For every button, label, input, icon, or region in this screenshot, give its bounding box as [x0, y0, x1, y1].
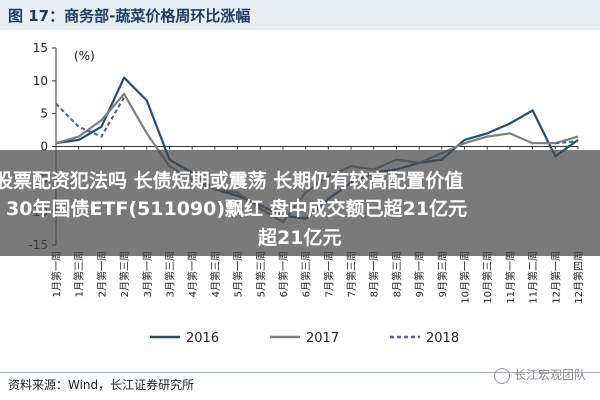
x-tick-label: 4月第三周 — [209, 251, 222, 297]
x-tick-label: 11月第二周 — [527, 251, 540, 304]
title-bar: 图 17：商务部-蔬菜价格周环比涨幅 — [0, 0, 600, 30]
x-tick-label: 9月第三周 — [436, 251, 449, 297]
x-tick-label: 1月第一周 — [50, 251, 63, 297]
overlay-headline-1: 股票配资犯法吗 长债短期或震荡 长期仍有较高配置价值 — [0, 170, 464, 192]
x-tick-label: 4月第一周 — [186, 251, 199, 297]
x-tick-label: 6月第一周 — [277, 251, 290, 297]
y-tick-label: 10 — [33, 74, 48, 88]
wechat-icon — [493, 367, 510, 384]
x-tick-label: 2月第一周 — [95, 251, 108, 297]
news-overlay: 股票配资犯法吗 长债短期或震荡 长期仍有较高配置价值 30年国债ETF(5110… — [0, 150, 600, 256]
x-tick-label: 3月第三周 — [163, 251, 176, 297]
series-line-2018 — [55, 96, 126, 138]
overlay-headline-3: 超21亿元 — [258, 227, 342, 249]
x-tick-label: 6月第三周 — [300, 251, 313, 297]
watermark-text: 长江宏观团队 — [513, 368, 586, 382]
watermark: 长江宏观团队 — [493, 366, 586, 384]
x-tick-label: 11月第一周 — [504, 251, 517, 304]
x-tick-label: 8月第一周 — [368, 251, 381, 297]
y-tick-label: 0 — [40, 140, 48, 154]
x-tick-label: 9月第一周 — [413, 251, 426, 297]
x-tick-label: 10月第三周 — [481, 251, 494, 304]
legend-label-2017: 2017 — [306, 331, 339, 346]
x-tick-label: 12月第四周 — [572, 251, 585, 304]
x-tick-label: 1月第三周 — [73, 251, 86, 297]
series-line-2018 — [555, 140, 579, 145]
x-tick-label: 7月第一周 — [322, 251, 335, 297]
x-tick-label: 3月第一周 — [141, 251, 154, 297]
chart-title: 图 17：商务部-蔬菜价格周环比涨幅 — [8, 7, 251, 25]
x-tick-label: 7月第三周 — [345, 251, 358, 297]
source-note: 资料来源：Wind，长江证券研究所 — [8, 378, 195, 392]
footer-divider — [0, 372, 600, 373]
legend-label-2016: 2016 — [186, 331, 219, 346]
legend-label-2018: 2018 — [426, 331, 459, 346]
x-tick-label: 12月第一周 — [549, 251, 562, 304]
x-tick-label: 5月第三周 — [254, 251, 267, 297]
x-tick-label: 10月第一周 — [459, 251, 472, 304]
y-axis-unit-label: (%) — [74, 49, 95, 63]
x-tick-label: 8月第三周 — [390, 251, 403, 297]
y-tick-label: 5 — [40, 107, 48, 121]
chart-legend: 2016 2017 2018 — [150, 331, 459, 346]
x-tick-label: 5月第一周 — [232, 251, 245, 297]
overlay-headline-2: 30年国债ETF(511090)飘红 盘中成交额已超21亿元 — [6, 198, 468, 220]
x-tick-label: 2月第三周 — [118, 251, 131, 297]
y-tick-label: 15 — [33, 41, 48, 55]
